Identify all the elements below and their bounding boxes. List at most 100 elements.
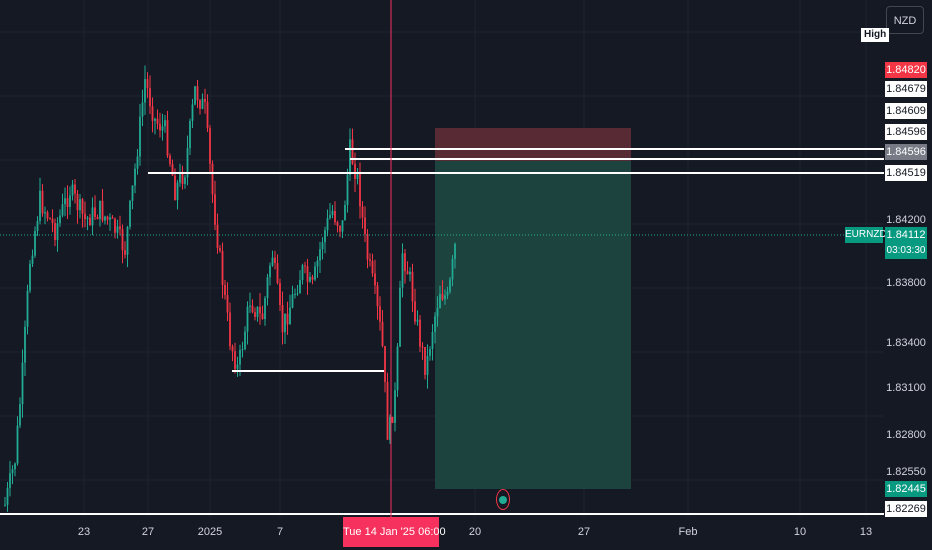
candle-body [156,118,159,124]
candle-body [241,349,244,351]
economic-event-icon[interactable] [496,489,510,510]
candle-body [246,306,249,332]
candle-body [229,312,231,347]
candle-body [111,217,114,219]
candle-body [186,148,189,178]
candle-body [311,276,314,280]
candle-body [89,217,91,226]
time-tick: Feb [678,526,698,538]
candle-body [371,261,374,274]
candle-body [86,217,89,220]
candle-body [279,283,281,305]
candle-body [71,184,74,196]
candle-body [301,265,304,280]
candle-body [214,194,216,225]
candle-body [34,231,36,256]
price-label: 1.83100 [886,382,926,394]
time-tick: 2025 [197,526,223,538]
candle-body [384,346,386,382]
candle-body [151,106,154,121]
time-tick: 10 [793,526,807,538]
candle-body [284,313,286,333]
time-tick: 27 [577,526,591,538]
candle-body [424,346,426,375]
candle-body [61,204,64,216]
candle-body [9,473,11,489]
time-tick: 27 [141,526,155,538]
candle-body [386,381,389,440]
candle-body [199,100,201,109]
candle-body [344,204,346,221]
candle-body [41,190,44,214]
candle-body [281,304,284,333]
candle-body [221,250,224,285]
candle-body [196,86,199,101]
candle-body [19,404,21,426]
candle-body [339,226,341,232]
candle-body [266,277,269,299]
candle-body [204,98,206,102]
candle-body [4,504,6,506]
candle-body [289,307,291,325]
candle-body [444,295,446,300]
candle-body [121,229,124,251]
price-label: 1.84200 [886,214,926,226]
candle-body [351,139,354,164]
candle-body [164,120,166,127]
price-label: 1.84679 [885,81,927,97]
candle-body [349,139,351,175]
bar-countdown: 03:03:30 [885,243,927,259]
candle-body [359,172,361,207]
price-label: 1.84596 [885,144,927,160]
candle-body [261,313,264,320]
candle-body [101,200,104,221]
candle-body [319,249,321,261]
time-tick: 23 [77,526,91,538]
candle-body [51,218,54,224]
candle-body [39,190,41,222]
candle-body [269,265,271,278]
candle-body [29,263,31,291]
profit-zone [435,161,631,489]
candle-body [309,276,311,282]
price-label: 1.82550 [886,466,926,478]
candle-body [191,104,194,121]
price-label: 1.82445 [885,481,927,497]
candle-body [341,220,344,232]
candle-body [316,260,319,267]
candle-body [361,206,364,218]
candle-body [24,326,26,363]
symbol-tag: EURNZD [845,227,887,243]
candle-body [346,174,349,205]
candle-body [276,263,279,284]
candle-body [206,101,209,129]
candle-body [379,306,381,322]
time-tick: 7 [276,526,284,538]
candle-body [446,291,449,296]
candle-body [231,346,234,352]
candle-body [154,118,156,121]
candle-body [124,250,126,255]
candle-body [299,279,301,294]
candle-body [334,210,336,223]
candle-body [99,200,101,219]
candle-body [184,177,186,184]
candle-body [219,247,221,251]
candle-body [369,259,371,262]
candle-body [409,271,411,275]
candle-body [21,362,24,405]
price-label: 1.83800 [886,277,926,289]
candle-body [96,216,99,219]
candle-body [84,213,86,220]
candle-body [129,200,131,227]
currency-button[interactable]: NZD [886,6,924,34]
candle-body [374,273,376,286]
candle-body [79,199,81,211]
price-label: 1.84820 [885,62,927,78]
candle-body [451,258,454,280]
candle-body [159,123,161,131]
candle-body [59,215,61,224]
candle-body [286,313,289,325]
candle-body [356,172,359,180]
